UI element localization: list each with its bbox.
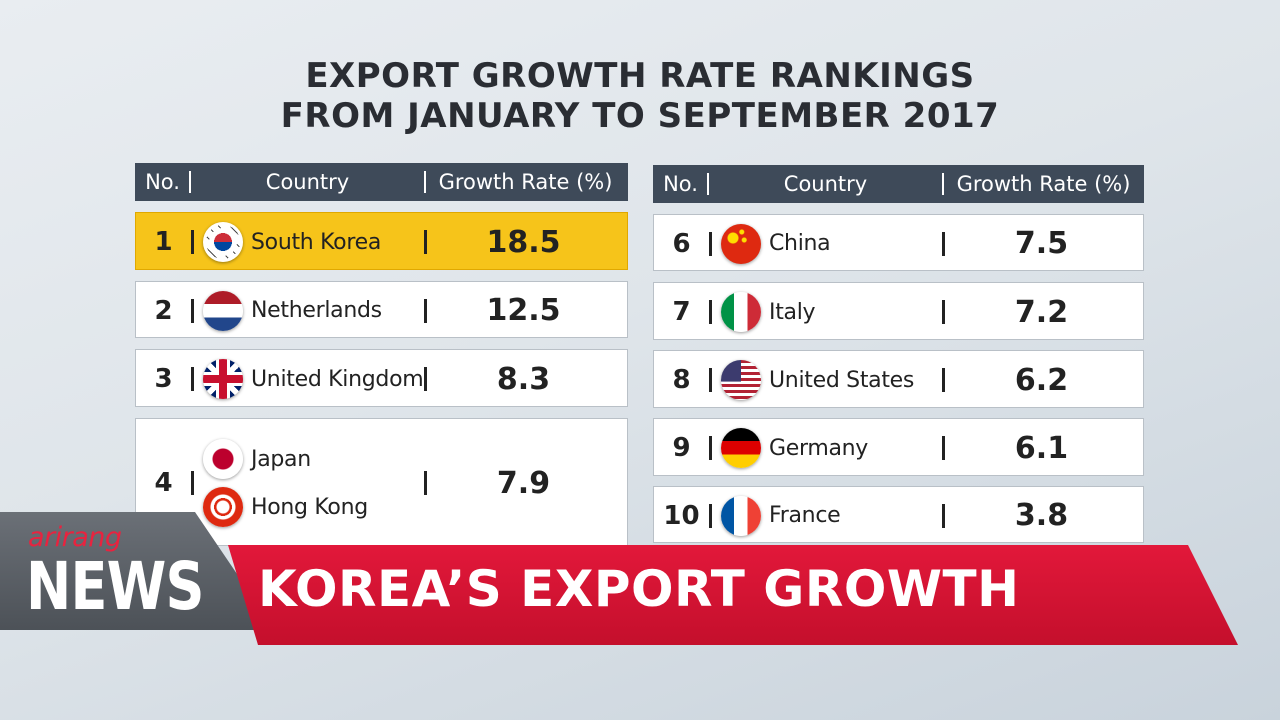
rank: 9 (672, 433, 691, 463)
country-name: Netherlands (251, 298, 382, 323)
separator (191, 230, 194, 254)
country-name: Italy (769, 299, 816, 325)
banner-headline-panel (228, 545, 1238, 645)
table-row: 2 Netherlands 12.5 (135, 281, 628, 338)
table-row: 10 France 3.8 (653, 486, 1144, 543)
table-row: 7 Italy 7.2 (653, 282, 1144, 340)
country-name: Hong Kong (251, 494, 368, 520)
separator (709, 231, 712, 256)
country-name: Japan (251, 446, 311, 472)
program: NEWS (26, 548, 204, 625)
rank: 2 (154, 295, 173, 326)
separator (709, 503, 712, 528)
growth-rate: 6.2 (1014, 362, 1069, 398)
table-row: 8 United States 6.2 (653, 350, 1144, 408)
country-name: United States (769, 367, 915, 393)
separator (424, 230, 427, 254)
rank: 4 (154, 468, 173, 498)
table-row: 3 United Kingdom 8.3 (135, 349, 628, 407)
header-cell: No. (663, 172, 698, 196)
separator (424, 471, 427, 495)
flag-icon (721, 428, 761, 468)
separator (942, 231, 945, 256)
table-header: No. Country Growth Rate (%) (135, 163, 628, 201)
country-name: South Korea (251, 229, 381, 255)
growth-rate: 7.2 (1014, 294, 1069, 330)
flag-icon (203, 290, 243, 331)
flag-icon (721, 292, 761, 332)
table-row: 6 China 7.5 (653, 214, 1144, 271)
country-name: Germany (769, 435, 869, 461)
header-separator (189, 171, 191, 193)
growth-rate: 6.1 (1014, 430, 1069, 466)
separator (942, 300, 945, 324)
header-cell: Country (265, 170, 350, 194)
growth-rate: 12.5 (486, 293, 561, 328)
growth-rate: 7.9 (496, 465, 551, 501)
table-row: 4 Japan Hong Kong 7.9 (135, 418, 628, 546)
flag-icon (721, 495, 761, 536)
separator (942, 368, 945, 392)
flag-icon (203, 439, 243, 479)
rank: 6 (672, 228, 691, 259)
header-cell: No. (145, 170, 180, 194)
rank: 1 (154, 227, 173, 257)
separator (424, 367, 427, 391)
growth-rate: 8.3 (496, 361, 551, 397)
rank: 10 (663, 500, 700, 531)
header-separator (424, 171, 426, 193)
growth-rate: 7.5 (1014, 226, 1069, 261)
flag-icon (721, 360, 761, 400)
title-line: EXPORT GROWTH RATE RANKINGS (305, 56, 975, 96)
title-line: FROM JANUARY TO SEPTEMBER 2017 (280, 96, 1000, 136)
flag-icon (203, 359, 243, 399)
country-name: United Kingdom (251, 366, 424, 392)
rank: 8 (672, 365, 691, 395)
header-separator (942, 173, 944, 195)
separator (191, 298, 194, 323)
country-name: China (769, 231, 831, 256)
rank: 3 (154, 364, 173, 394)
table-row: 9 Germany 6.1 (653, 418, 1144, 476)
growth-rate: 18.5 (486, 224, 561, 260)
table-row: 1 South Korea 18.5 (135, 212, 628, 270)
separator (424, 298, 427, 323)
flag-icon (721, 223, 761, 264)
header-cell: Growth Rate (%) (438, 170, 613, 194)
headline: KOREA’S EXPORT GROWTH (258, 560, 1020, 618)
separator (942, 436, 945, 460)
brand: arirang (28, 522, 122, 553)
header-cell: Growth Rate (%) (956, 172, 1131, 196)
separator (191, 367, 194, 391)
table-header: No. Country Growth Rate (%) (653, 165, 1144, 203)
rank: 7 (672, 297, 691, 327)
flag-icon (203, 222, 243, 262)
country-name: France (769, 503, 841, 528)
growth-rate: 3.8 (1014, 498, 1069, 533)
separator (709, 436, 712, 460)
flag-icon (203, 487, 243, 527)
separator (191, 471, 194, 495)
separator (709, 300, 712, 324)
separator (942, 503, 945, 528)
separator (709, 368, 712, 392)
header-cell: Country (783, 172, 868, 196)
header-separator (707, 173, 709, 195)
